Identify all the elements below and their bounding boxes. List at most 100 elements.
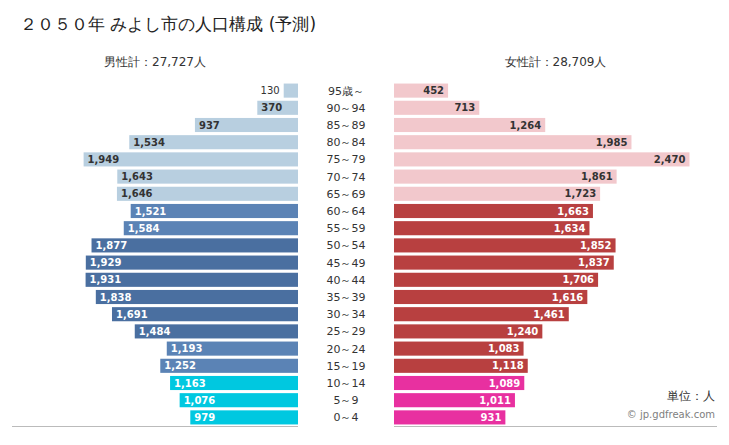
category-label: 65～69: [327, 188, 366, 201]
category-label: 10～14: [327, 377, 366, 390]
bar: [86, 256, 298, 270]
data-label: 370: [261, 102, 282, 113]
category-label: 50～54: [327, 239, 366, 252]
series-label: 男性計：27,727人: [104, 55, 206, 69]
annotation: 単位：人: [667, 389, 715, 403]
data-label: 937: [199, 120, 220, 131]
data-label: 1,861: [581, 171, 613, 182]
bar: [129, 135, 298, 149]
bar: [117, 170, 298, 184]
bar: [284, 84, 298, 98]
data-label: 2,470: [654, 154, 686, 165]
data-label: 1,118: [492, 360, 524, 371]
bars: [394, 84, 689, 425]
data-label: 1,643: [121, 171, 153, 182]
data-label: 931: [481, 412, 502, 423]
data-label: 452: [423, 85, 444, 96]
category-label: 85～89: [327, 119, 366, 132]
bar: [117, 187, 298, 201]
category-label: 95歳～: [328, 85, 364, 98]
data-label: 1,076: [184, 395, 216, 406]
bar: [394, 324, 542, 338]
bar: [394, 342, 524, 356]
bar: [394, 393, 515, 407]
category-label: 5～9: [334, 394, 359, 407]
data-label: 1,521: [135, 206, 167, 217]
data-label: 713: [454, 102, 475, 113]
data-label: 1,083: [488, 343, 520, 354]
axis-line: [12, 426, 298, 427]
bar: [394, 204, 593, 218]
bar: [160, 359, 298, 373]
bar: [195, 118, 298, 132]
bar: [135, 324, 298, 338]
data-labels: 4527131,2641,9852,4701,8611,7231,6631,63…: [423, 85, 685, 423]
bar: [394, 221, 589, 235]
data-label: 1,240: [507, 326, 539, 337]
category-label: 40～44: [327, 274, 366, 287]
data-label: 1,723: [564, 188, 596, 199]
data-label: 1,584: [128, 223, 160, 234]
category-label: 45～49: [327, 257, 366, 270]
category-label: 15～19: [327, 360, 366, 373]
bar: [394, 256, 614, 270]
bar: [96, 290, 298, 304]
axis-line: [394, 426, 717, 427]
bar: [131, 204, 298, 218]
bar: [394, 101, 479, 115]
data-label: 1,877: [96, 240, 128, 251]
data-label: 1,838: [100, 292, 132, 303]
data-label: 1,163: [174, 378, 206, 389]
bar: [394, 290, 587, 304]
data-label: 1,634: [554, 223, 586, 234]
data-label: 1,837: [578, 257, 610, 268]
bar: [92, 238, 298, 252]
data-label: 1,461: [533, 309, 565, 320]
bar: [124, 221, 298, 235]
bar: [394, 170, 617, 184]
category-label: 25～29: [327, 325, 366, 338]
bar: [86, 273, 298, 287]
category-label: 90～94: [327, 102, 366, 115]
bar: [394, 273, 598, 287]
background: [0, 0, 729, 445]
bar: [394, 410, 505, 424]
data-label: 1,929: [90, 257, 122, 268]
bar: [170, 376, 298, 390]
chart: ２０５０年 みよし市の人口構成 (予測)男性計：27,727人130370937…: [0, 0, 729, 445]
bar: [180, 393, 298, 407]
data-label: 1,534: [133, 137, 165, 148]
bar: [394, 84, 448, 98]
category-label: 70～74: [327, 171, 366, 184]
data-label: 1,949: [88, 154, 120, 165]
bar: [167, 342, 298, 356]
category-label: 80～84: [327, 136, 366, 149]
title: ２０５０年 みよし市の人口構成 (予測): [20, 14, 316, 34]
bar: [394, 152, 689, 166]
data-label: 1,663: [557, 206, 589, 217]
series-label: 女性計：28,709人: [505, 55, 607, 69]
data-label: 1,931: [90, 274, 122, 285]
data-labels: 1303709371,5341,9491,6431,6461,5211,5841…: [88, 85, 283, 423]
bars: [84, 84, 298, 425]
annotation: © jp.gdfreak.com: [627, 409, 715, 420]
bar: [394, 135, 631, 149]
bar: [394, 238, 616, 252]
data-label: 1,089: [489, 378, 521, 389]
category-label: 75～79: [327, 153, 366, 166]
bar: [190, 410, 298, 424]
bar: [394, 359, 528, 373]
data-label: 1,252: [164, 360, 196, 371]
data-label: 1,852: [580, 240, 612, 251]
category-label: 55～59: [327, 222, 366, 235]
category-label: 20～24: [327, 343, 366, 356]
bar: [257, 101, 298, 115]
data-label: 1,646: [121, 188, 153, 199]
bar: [84, 152, 298, 166]
bar: [394, 307, 569, 321]
data-label: 979: [194, 412, 215, 423]
data-label: 1,706: [562, 274, 594, 285]
data-label: 1,484: [139, 326, 171, 337]
data-label: 1,011: [479, 395, 511, 406]
data-label: 1,264: [510, 120, 542, 131]
